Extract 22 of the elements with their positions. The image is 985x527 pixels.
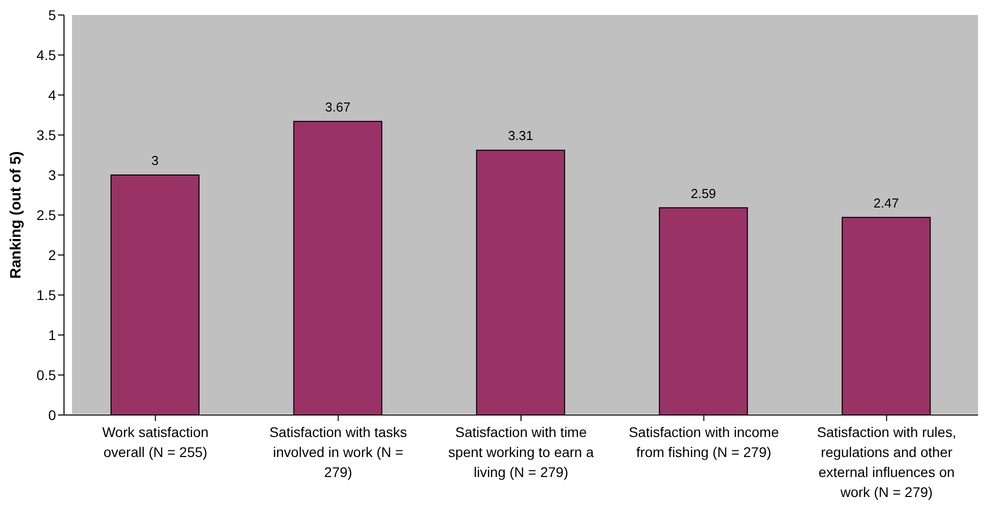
- y-tick-label: 1: [48, 326, 56, 343]
- y-axis-title: Ranking (out of 5): [7, 151, 24, 279]
- data-label: 3.67: [325, 99, 350, 114]
- y-tick-label: 3.5: [36, 126, 56, 143]
- x-tick-label: Satisfaction with rules, regulations and other external influences on work (N = 279): [816, 424, 956, 500]
- data-label: 2.59: [690, 186, 716, 201]
- data-label: 2.47: [874, 195, 899, 210]
- y-tick-label: 3: [48, 166, 56, 183]
- y-tick-label: 5: [48, 6, 56, 23]
- data-label: 3.31: [508, 128, 534, 144]
- y-tick-label: 4.5: [36, 46, 56, 63]
- y-tick-label: 0: [48, 406, 56, 423]
- y-tick-label: 2.5: [36, 206, 56, 223]
- y-tick-label: 4: [48, 86, 56, 103]
- y-tick-label: 2: [48, 246, 56, 263]
- x-tick-label: Satisfaction with time spent working to earn a living (N = 279): [448, 424, 594, 480]
- y-tick-label: 0.5: [36, 366, 56, 383]
- x-tick-label: Work satisfaction overall (N = 255): [102, 424, 209, 460]
- x-tick-label: Satisfaction with income from fishing (N = 279): [628, 424, 780, 460]
- data-label: 3: [151, 153, 159, 168]
- x-tick-label: Satisfaction with tasks involved in work (N = 279): [269, 424, 408, 480]
- y-tick-label: 1.5: [36, 286, 56, 303]
